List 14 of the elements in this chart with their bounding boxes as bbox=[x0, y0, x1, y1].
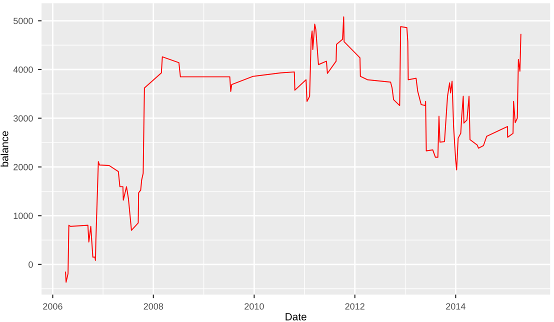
x-tick-label: 2010 bbox=[244, 303, 264, 310]
x-tick-label: 2012 bbox=[345, 303, 364, 310]
y-axis-title: balance bbox=[0, 131, 8, 166]
y-tick-label: 1000 bbox=[14, 212, 33, 220]
y-tick-label: 0 bbox=[28, 261, 33, 268]
line-series bbox=[65, 16, 522, 283]
x-axis-title: Date bbox=[286, 313, 306, 320]
y-tick-label: 4000 bbox=[13, 66, 33, 73]
y-tick-label: 5000 bbox=[13, 18, 33, 24]
y-tick-label: 3000 bbox=[13, 115, 33, 122]
y-tick-label: 2000 bbox=[14, 164, 33, 170]
x-tick-label: 2008 bbox=[144, 303, 164, 310]
x-tick-label: 2006 bbox=[43, 303, 62, 310]
x-tick-label: 2014 bbox=[446, 303, 466, 310]
